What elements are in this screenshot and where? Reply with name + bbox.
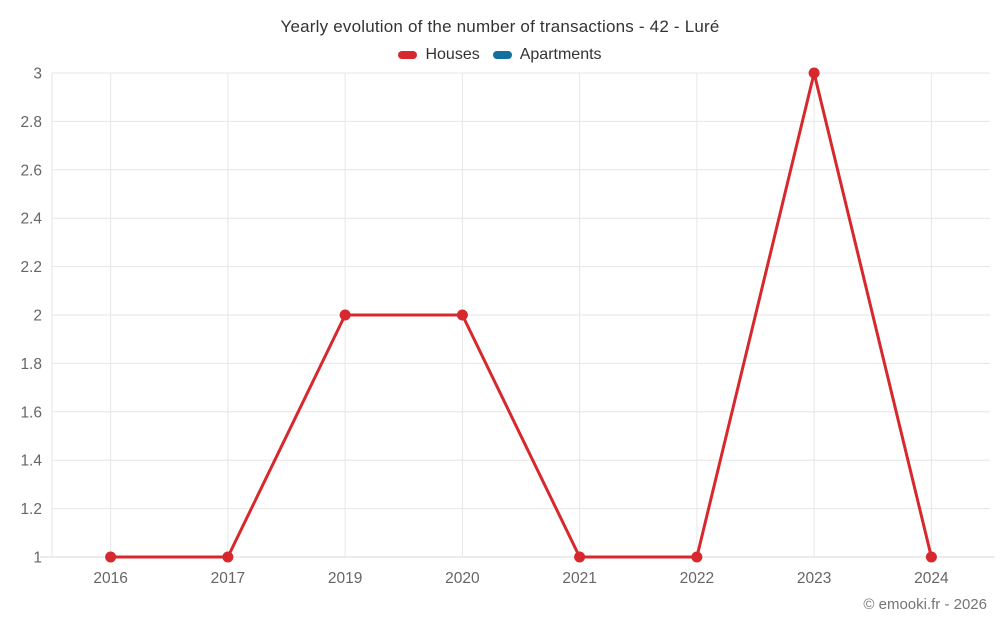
data-point-marker-houses[interactable]: [222, 551, 234, 563]
copyright-credit: © emooki.fr - 2026: [863, 596, 987, 613]
x-axis-label: 2017: [211, 570, 245, 587]
data-point-marker-houses[interactable]: [925, 551, 937, 563]
x-axis-label: 2022: [680, 570, 714, 587]
apartments-swatch-icon: [492, 51, 512, 59]
x-axis-label: 2021: [562, 570, 596, 587]
legend-label-houses: Houses: [425, 46, 480, 63]
y-axis-label: 2.4: [20, 211, 42, 228]
y-axis-label: 1: [33, 550, 42, 567]
data-point-marker-houses[interactable]: [105, 551, 117, 563]
y-axis-label: 3: [33, 66, 42, 83]
y-axis-label: 2.8: [20, 114, 42, 131]
series-line-houses: [109, 71, 933, 559]
y-axis-label: 1.4: [20, 453, 42, 470]
legend-item-houses[interactable]: Houses: [398, 46, 480, 64]
y-axis-label: 1.6: [20, 404, 42, 421]
x-axis-label: 2023: [797, 570, 831, 587]
data-point-marker-houses[interactable]: [691, 551, 703, 563]
y-axis-label: 2.6: [20, 162, 42, 179]
data-point-marker-houses[interactable]: [808, 67, 820, 79]
data-point-marker-houses[interactable]: [456, 309, 468, 321]
data-point-marker-houses[interactable]: [574, 551, 586, 563]
x-axis-label: 2016: [93, 570, 127, 587]
x-axis-label: 2020: [445, 570, 480, 587]
x-axis-label: 2024: [914, 570, 949, 587]
y-axis-label: 2: [33, 308, 42, 325]
y-axis-label: 1.2: [20, 501, 42, 518]
legend: Houses Apartments: [0, 46, 1000, 64]
y-axis-label: 2.2: [20, 259, 42, 276]
y-axis-label: 1.8: [20, 356, 42, 373]
legend-label-apartments: Apartments: [519, 46, 602, 63]
legend-item-apartments[interactable]: Apartments: [492, 46, 602, 64]
chart-title: Yearly evolution of the number of transa…: [280, 17, 720, 36]
data-point-marker-houses[interactable]: [339, 309, 351, 321]
x-axis-label: 2019: [328, 570, 362, 587]
houses-swatch-icon: [398, 51, 418, 59]
